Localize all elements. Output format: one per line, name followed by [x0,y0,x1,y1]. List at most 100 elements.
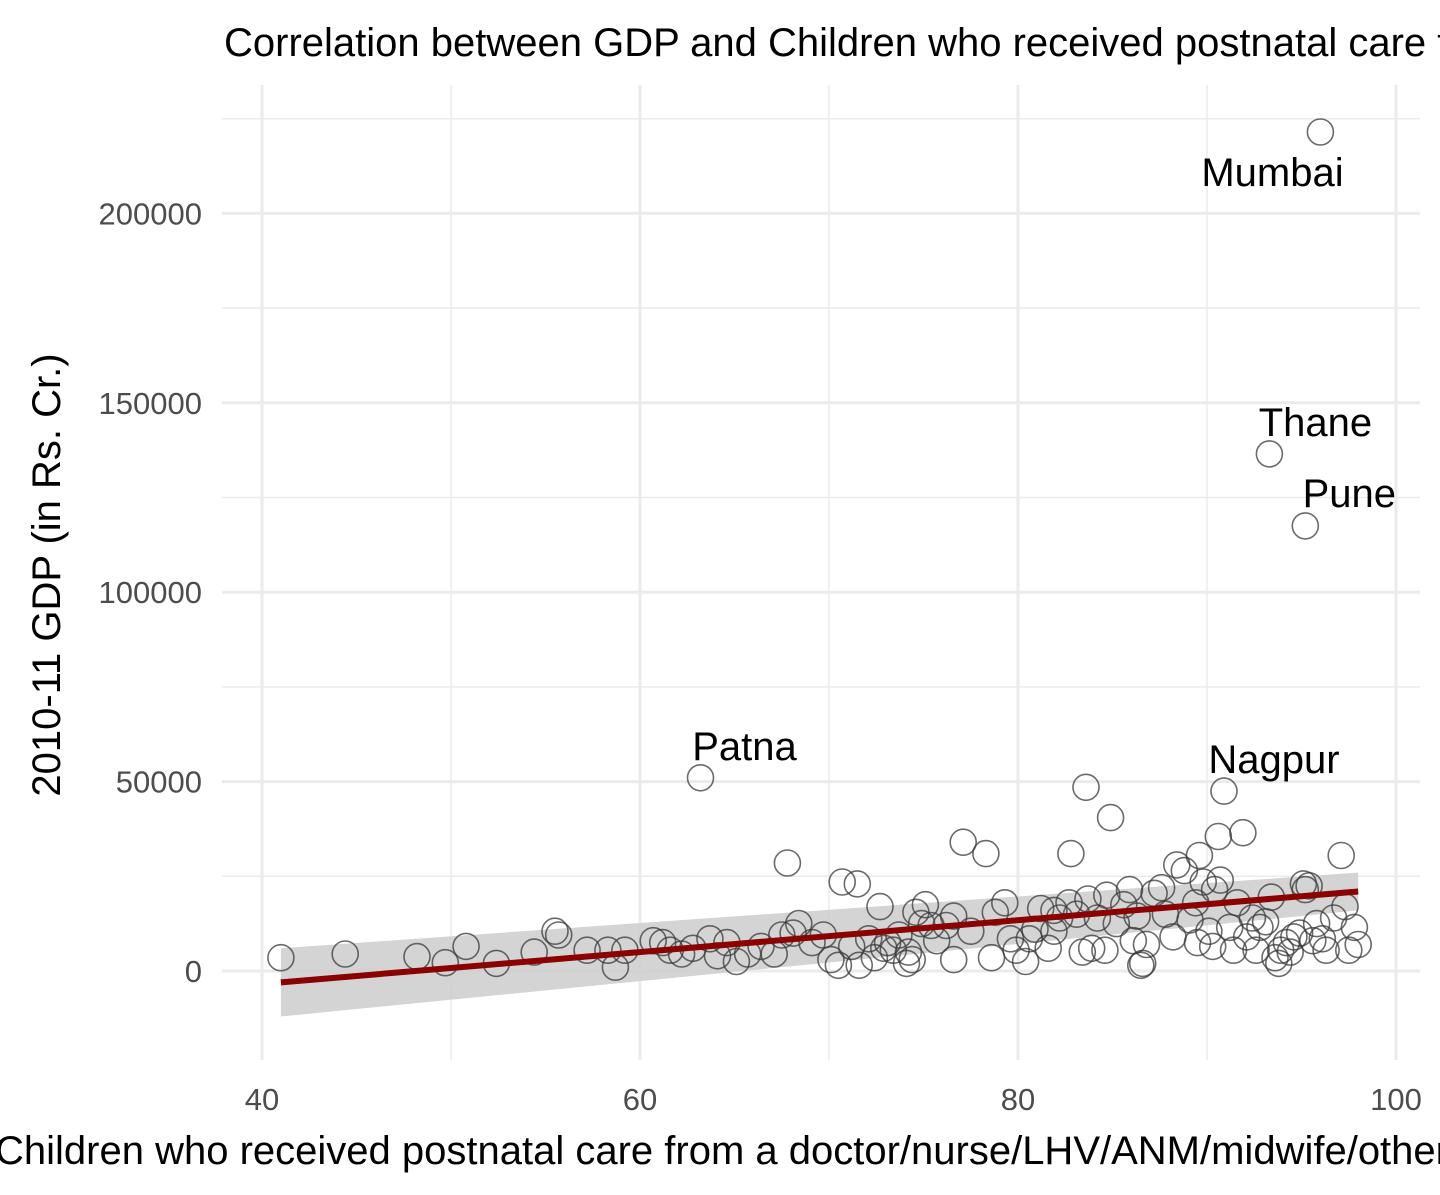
data-point [894,938,923,966]
data-point [1285,919,1314,947]
plot-grid [222,85,1420,1060]
data-point [990,888,1019,917]
data-point [1312,936,1340,965]
data-point [1026,894,1055,923]
data-point [949,828,978,857]
data-point [431,948,460,977]
data-point [773,849,802,877]
data-point [779,919,807,947]
data-point [1127,951,1155,980]
data-point [696,924,724,953]
data-point [1265,949,1293,978]
data-point [1132,930,1161,959]
data-point [1291,875,1320,904]
data-point [1128,949,1157,978]
data-point [939,945,968,974]
data-point [1340,913,1369,942]
data-point [1185,841,1214,870]
data-point [1261,943,1289,972]
y-tick-label: 0 [185,954,202,989]
x-tick-label: 40 [245,1082,279,1117]
data-point [1077,934,1106,963]
data-point [843,870,872,898]
data-point [907,909,936,938]
data-point [1147,873,1176,902]
data-point [911,890,940,919]
data-point [747,932,775,961]
data-point [1195,917,1223,946]
data-point [866,892,894,921]
data-point [1198,932,1227,961]
data-point [767,921,796,949]
data-point [267,943,295,972]
data-point [1115,875,1144,904]
y-tick-label: 150000 [99,386,202,421]
data-point [956,917,985,946]
data-point [1295,871,1323,900]
data-point [1229,818,1257,847]
data-point [594,936,622,965]
data-point [1206,866,1234,894]
data-point [1246,913,1274,942]
data-point [1091,936,1119,965]
tick-labels: 40 60 80 100 0 50000 100000 150000 200000 [99,196,1422,1117]
annotation-label: Patna [692,725,797,769]
data-point [1123,902,1151,930]
x-axis-title: Children who received postnatal care fro… [0,1129,1440,1173]
data-point [541,917,569,946]
data-point [544,921,573,949]
data-point [1344,930,1372,959]
data-point [1170,856,1199,885]
data-point [972,839,1000,868]
x-tick-label: 60 [623,1082,657,1117]
data-point [520,938,549,966]
data-point [824,951,853,980]
data-point [1057,839,1085,868]
trend-line [280,888,1359,986]
data-point [854,924,883,953]
data-point [331,940,360,968]
annotation-label: Nagpur [1208,738,1339,782]
annotation-label: Mumbai [1201,151,1343,195]
data-point [686,763,715,792]
chart-title: Correlation between GDP and Children who… [224,21,1440,65]
y-tick-label: 100000 [99,575,202,610]
x-tick-label: 80 [1001,1082,1035,1117]
data-point [1242,936,1270,965]
data-point [1040,896,1068,925]
data-point [1280,923,1308,951]
data-point [981,898,1010,927]
annotation-label: Thane [1259,401,1372,445]
data-point [1204,822,1233,851]
data-point [1210,777,1238,805]
y-axis-title: 2010-11 GDP (in Rs. Cr.) [25,353,69,796]
trend-line-layer [280,888,1359,986]
data-point [1335,936,1363,965]
data-point [1093,881,1121,910]
data-point [845,951,874,980]
data-point [1011,947,1040,976]
y-tick-label: 200000 [99,196,202,231]
data-point [817,945,845,974]
data-point [939,902,968,930]
data-point [1255,440,1284,468]
data-point [1096,803,1125,832]
x-tick-label: 100 [1370,1082,1422,1117]
data-point [898,945,927,974]
y-tick-label: 50000 [116,765,202,800]
data-point [1291,512,1320,540]
annotation-label: Pune [1303,472,1396,516]
data-points [267,118,1372,982]
point-annotations: Mumbai Thane Pune Patna Nagpur [692,151,1396,782]
data-point [1072,773,1100,802]
data-point [977,943,1006,972]
data-point [1034,934,1062,963]
data-point [452,932,480,961]
data-point [1183,928,1212,957]
data-point [1238,904,1267,932]
data-point [1327,841,1355,870]
data-point [1276,938,1304,966]
data-point [1015,924,1044,953]
data-point [1306,118,1335,146]
